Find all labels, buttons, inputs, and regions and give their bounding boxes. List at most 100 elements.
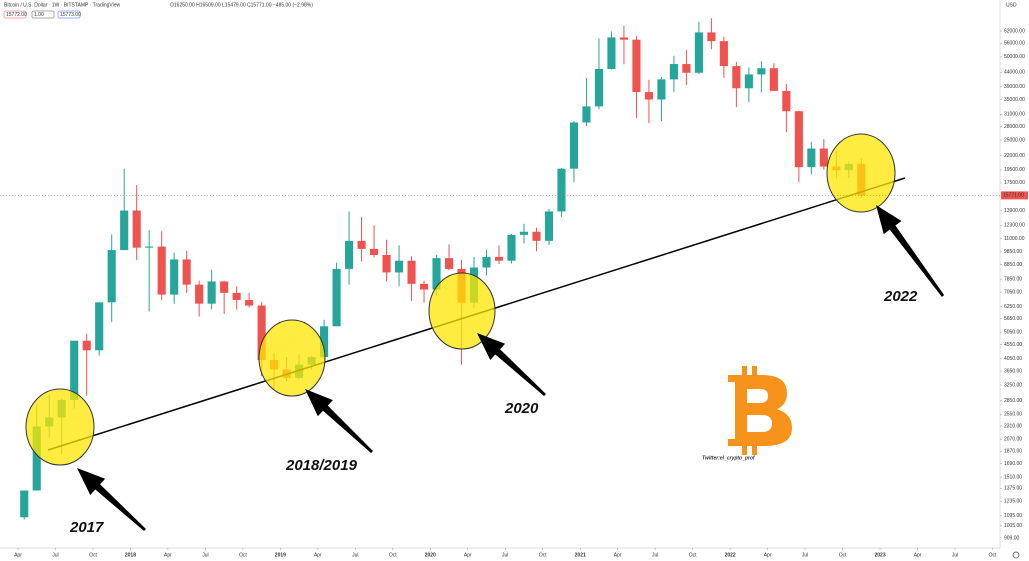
candle-body: [519, 231, 529, 235]
y-tick-label: 17500.00: [1004, 180, 1025, 186]
credit: Twitter:el_crypto_prof: [702, 455, 756, 461]
currency-label: USD: [1006, 2, 1017, 8]
order-input-value: 15772.00: [6, 12, 27, 18]
y-tick-label: 1235.00: [1004, 498, 1022, 504]
candle: [632, 35, 641, 119]
candle: [245, 292, 254, 308]
x-tick-label: 2022: [725, 552, 736, 558]
y-tick-label: 1375.00: [1004, 486, 1022, 492]
logo-bar: [752, 444, 757, 455]
candle-body: [195, 284, 204, 304]
candle-body: [394, 260, 404, 273]
candle-body: [644, 92, 653, 100]
y-tick-label: 4550.00: [1004, 342, 1022, 348]
y-tick-label: 44000.00: [1004, 70, 1025, 76]
candle: [594, 38, 604, 110]
candle: [532, 227, 541, 252]
x-tick-label: Apr: [314, 552, 322, 558]
x-tick-label: Oct: [839, 552, 847, 558]
candle-body: [370, 248, 379, 255]
candle-body: [20, 490, 29, 518]
candle: [332, 262, 341, 327]
candle: [157, 231, 166, 300]
x-tick-label: 2019: [275, 552, 286, 558]
arrow: [77, 468, 146, 532]
logo-bar: [742, 366, 747, 378]
y-tick-label: 9850.00: [1004, 249, 1022, 255]
candle-body: [70, 340, 79, 400]
highlight-circle: [25, 388, 95, 466]
candle: [544, 208, 554, 245]
candle-body: [157, 246, 166, 295]
y-tick-label: 1510.00: [1004, 474, 1022, 480]
candle-body: [207, 281, 216, 304]
candle: [232, 286, 241, 310]
candle: [669, 55, 678, 93]
candle-body: [432, 258, 441, 290]
order-input[interactable]: [31, 10, 55, 19]
annotation: 2018/2019: [285, 457, 358, 474]
x-tick-label: Jul: [802, 552, 808, 558]
y-tick-label: 56000.00: [1004, 41, 1025, 47]
candle: [145, 230, 154, 312]
candle: [419, 280, 429, 303]
order-input-value: 1.00: [34, 12, 44, 18]
y-tick-label: 5050.00: [1004, 329, 1022, 335]
y-tick-label: 2550.00: [1004, 411, 1022, 417]
order-input[interactable]: [3, 10, 27, 19]
annotation: 2020: [504, 400, 539, 417]
candle: [132, 184, 141, 261]
x-tick-label: 2021: [575, 552, 586, 558]
candle: [207, 269, 216, 310]
y-tick-label: 1690.00: [1004, 461, 1022, 467]
y-tick-label: 35000.00: [1004, 97, 1025, 103]
x-tick-label: Apr: [164, 552, 172, 558]
candle: [732, 61, 741, 108]
logo-bar: [752, 366, 757, 378]
last-price-tag: [1001, 191, 1028, 200]
candle: [494, 245, 504, 265]
candle: [769, 63, 778, 92]
logo-letter: [728, 375, 792, 446]
x-tick-label: Oct: [689, 552, 697, 558]
annotation: 2017: [69, 519, 104, 536]
candle: [107, 234, 116, 322]
order-input[interactable]: [57, 10, 81, 19]
y-tick-label: 1870.00: [1004, 449, 1022, 455]
y-tick-label: 50000.00: [1004, 54, 1025, 60]
candle: [807, 141, 816, 175]
candle-body: [794, 111, 803, 168]
order-input-value: 15773.00: [60, 12, 81, 18]
highlight-circle: [826, 133, 896, 213]
bitcoin-logo: [728, 366, 792, 455]
y-tick-label: 22000.00: [1004, 153, 1025, 159]
x-tick-label: Oct: [539, 552, 547, 558]
candle-body: [257, 305, 266, 361]
y-tick-label: 2310.00: [1004, 423, 1022, 429]
y-tick-label: 28000.00: [1004, 124, 1025, 130]
candle: [20, 490, 29, 520]
candle: [557, 168, 566, 217]
candle-body: [419, 283, 429, 290]
y-tick-label: 8850.00: [1004, 262, 1022, 268]
y-tick-label: 7050.00: [1004, 289, 1022, 295]
x-tick-label: Jul: [202, 552, 208, 558]
x-tick-label: Jul: [352, 552, 358, 558]
candle: [170, 252, 179, 304]
candle: [707, 18, 716, 50]
y-tick-label: 909.00: [1004, 535, 1020, 541]
candle-body: [557, 168, 566, 212]
settings-icon[interactable]: [1012, 551, 1020, 559]
candle-body: [632, 39, 641, 93]
y-tick-label: 2850.00: [1004, 398, 1022, 404]
candle-body: [694, 32, 703, 73]
candle-body: [769, 68, 778, 91]
candle: [682, 50, 691, 85]
x-tick-label: Oct: [239, 552, 247, 558]
candle: [82, 333, 91, 396]
highlight-circle: [258, 319, 326, 397]
candle: [819, 139, 828, 170]
candle-body: [482, 256, 491, 268]
candle: [744, 67, 753, 103]
chart-title: Bitcoin / U.S. Dollar · 1W · BITSTAMP · …: [4, 2, 121, 8]
